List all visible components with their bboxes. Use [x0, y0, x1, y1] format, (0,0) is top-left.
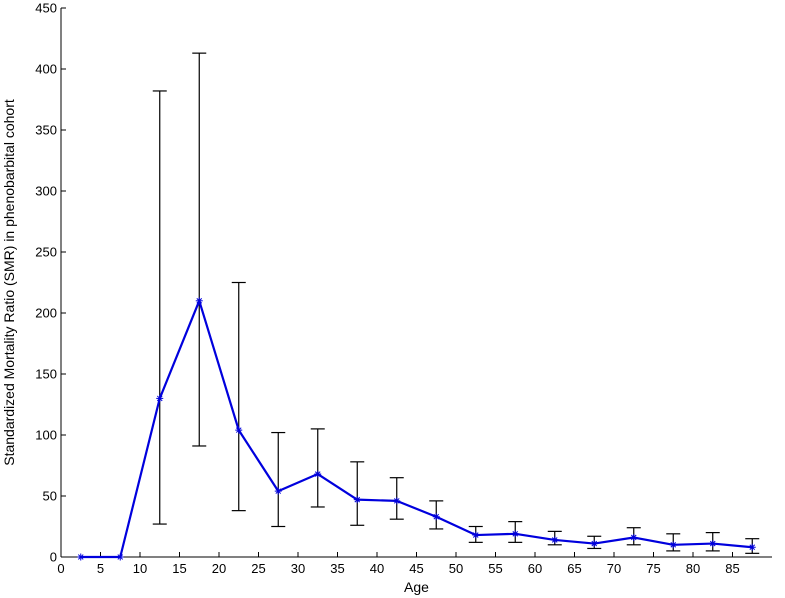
data-point: [551, 536, 559, 544]
marker-stroke: [393, 498, 400, 504]
y-tick-label: 50: [43, 489, 57, 504]
data-point: [116, 553, 124, 561]
x-tick-label: 25: [251, 561, 265, 576]
data-point: [432, 513, 440, 521]
error-bars: [152, 52, 760, 554]
y-tick-label: 300: [35, 184, 57, 199]
marker-stroke: [354, 496, 361, 503]
y-tick-label: 250: [35, 245, 57, 260]
data-point: [472, 531, 480, 539]
x-tick-label: 45: [409, 561, 423, 576]
data-point: [630, 533, 638, 541]
x-axis-title: Age: [404, 579, 429, 595]
data-point: [77, 553, 85, 561]
data-point: [353, 496, 361, 504]
x-tick-label: 85: [725, 561, 739, 576]
data-point: [669, 541, 677, 549]
y-tick-label: 200: [35, 306, 57, 321]
marker-stroke: [77, 554, 84, 560]
y-tick-label: 400: [35, 62, 57, 77]
error-bar: [231, 281, 246, 512]
series-group: [77, 297, 756, 561]
data-point: [195, 297, 203, 305]
marker-stroke: [196, 297, 203, 304]
x-tick-label: 35: [330, 561, 344, 576]
y-tick-label: 150: [35, 367, 57, 382]
marker-stroke: [472, 532, 479, 538]
x-tick-label: 40: [370, 561, 384, 576]
marker-stroke: [314, 471, 321, 477]
x-tick-label: 70: [607, 561, 621, 576]
y-tick-label: 450: [35, 1, 57, 16]
x-tick-label: 55: [488, 561, 502, 576]
data-point: [156, 394, 164, 402]
marker-stroke: [709, 540, 716, 547]
marker-stroke: [235, 427, 242, 433]
marker-stroke: [156, 395, 163, 402]
data-point: [511, 530, 519, 538]
marker-stroke: [630, 534, 637, 541]
x-tick-label: 10: [133, 561, 147, 576]
data-point: [274, 487, 282, 495]
data-point: [314, 470, 322, 478]
marker-stroke: [591, 540, 598, 547]
marker-stroke: [670, 541, 677, 548]
x-tick-label: 5: [97, 561, 104, 576]
data-point: [709, 540, 717, 548]
y-tick-label: 0: [50, 550, 57, 565]
x-tick-label: 0: [57, 561, 64, 576]
x-tick-label: 30: [291, 561, 305, 576]
marker-stroke: [551, 537, 558, 543]
x-tick-label: 75: [646, 561, 660, 576]
x-tick-label: 60: [528, 561, 542, 576]
series-line: [80, 299, 753, 559]
marker-stroke: [749, 544, 756, 551]
y-axis-title: Standardized Mortality Ratio (SMR) in ph…: [1, 99, 17, 466]
x-tick-label: 15: [172, 561, 186, 576]
y-tick-label: 350: [35, 123, 57, 138]
marker-stroke: [512, 531, 519, 537]
x-tick-label: 50: [449, 561, 463, 576]
error-bar: [310, 428, 325, 508]
marker-stroke: [117, 554, 124, 560]
error-bar: [152, 90, 167, 525]
x-tick-label: 65: [567, 561, 581, 576]
x-tick-label: 20: [212, 561, 226, 576]
axes: 0 5 10 15 20 25 30 35 40 45 50 55 60 65 70 75 80 85 0 50 100…: [35, 1, 772, 576]
data-point: [235, 426, 243, 434]
error-bar: [350, 461, 365, 526]
marker-stroke: [275, 488, 282, 494]
error-bar: [271, 431, 286, 528]
data-point: [393, 497, 401, 505]
data-point: [748, 543, 756, 551]
data-point: [590, 540, 598, 548]
x-tick-label: 80: [686, 561, 700, 576]
marker-stroke: [433, 513, 440, 520]
y-tick-label: 100: [35, 428, 57, 443]
error-bar: [192, 52, 207, 447]
